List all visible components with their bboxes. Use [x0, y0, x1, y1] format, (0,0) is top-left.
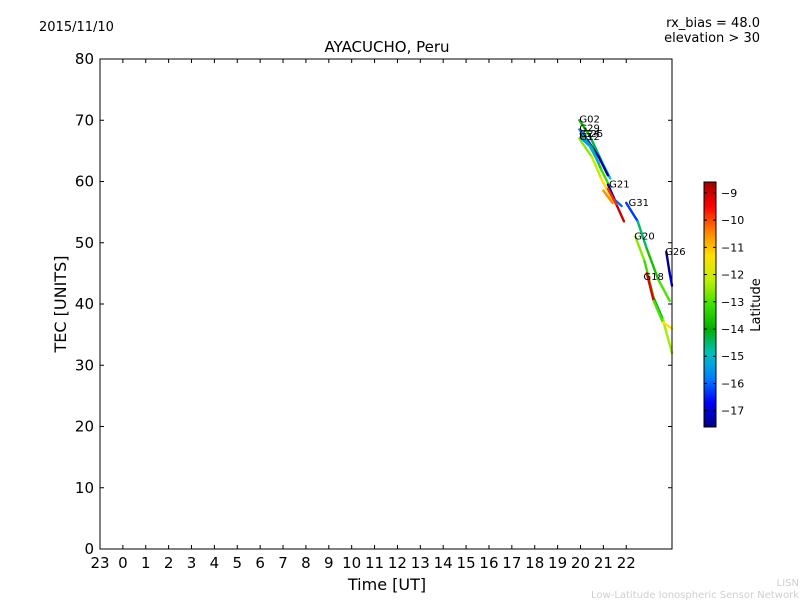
trace-g18	[652, 299, 665, 324]
trace-label-g29: G29	[579, 123, 599, 134]
x-tick-label: 20	[571, 554, 590, 572]
x-tick-label: 12	[388, 554, 407, 572]
trace-g29	[597, 155, 610, 177]
x-tick-label: 13	[411, 554, 430, 572]
trace-label-g31: G31	[629, 198, 649, 209]
y-tick-label: 10	[75, 479, 94, 497]
x-tick-label: 22	[617, 554, 636, 572]
trace-label-g26: G26	[665, 247, 685, 258]
colorbar-tick-label: −11	[721, 241, 744, 254]
trace-label-g21: G21	[609, 180, 629, 191]
x-tick-label: 0	[118, 554, 128, 572]
trace-g21	[606, 187, 619, 208]
trace-g21	[613, 198, 623, 208]
trace-g18	[661, 321, 674, 330]
x-tick-label: 8	[301, 554, 311, 572]
x-tick-label: 16	[479, 554, 498, 572]
y-tick-label: 80	[75, 50, 94, 68]
x-tick-label: 17	[502, 554, 521, 572]
colorbar-tick-label: −10	[721, 214, 744, 227]
y-tick-label: 60	[75, 173, 94, 191]
x-tick-label: 5	[233, 554, 243, 572]
trace-g21	[602, 189, 614, 205]
trace-g31	[657, 278, 671, 303]
colorbar-tick-label: −15	[721, 350, 744, 363]
trace-label-g18: G18	[643, 272, 663, 283]
x-tick-label: 23	[90, 554, 109, 572]
x-tick-label: 3	[187, 554, 197, 572]
colorbar-tick-label: −13	[721, 296, 744, 309]
x-tick-label: 7	[278, 554, 288, 572]
x-tick-label: 9	[324, 554, 334, 572]
trace-g21	[615, 204, 626, 223]
trace-label-g24: G24	[579, 129, 599, 140]
x-tick-label: 18	[525, 554, 544, 572]
x-axis-label: Time [UT]	[347, 575, 426, 594]
chart-title: AYACUCHO, Peru	[324, 38, 449, 56]
y-axis: 0 10 20 30 40 50 60 70 80	[75, 50, 672, 558]
x-tick-label: 21	[594, 554, 613, 572]
colorbar-tick-label: −17	[721, 405, 744, 418]
colorbar-tick-label: −14	[721, 323, 744, 336]
y-tick-label: 70	[75, 111, 94, 129]
colorbar-tick-label: −12	[721, 269, 744, 282]
rx-bias-label: rx_bias = 48.0	[666, 16, 760, 31]
trace-g31	[636, 220, 649, 251]
colorbar-label: Latitude	[749, 278, 764, 332]
date-label: 2015/11/10	[39, 20, 114, 35]
x-tick-label: 4	[210, 554, 220, 572]
trace-g20	[634, 235, 646, 263]
y-tick-label: 0	[84, 540, 94, 558]
trace-label-g12: G12	[579, 132, 599, 143]
trace-g18	[645, 272, 655, 303]
x-tick-label: 6	[255, 554, 265, 572]
footer-network: Low-Latitude Ionospheric Sensor Network	[591, 590, 799, 600]
x-tick-label: 14	[434, 554, 453, 572]
trace-g20	[661, 318, 674, 355]
trace-g25	[590, 155, 603, 180]
colorbar	[703, 181, 717, 428]
trace-g12	[588, 144, 600, 165]
y-tick-label: 20	[75, 418, 94, 436]
x-tick-label: 19	[548, 554, 567, 572]
y-tick-label: 50	[75, 234, 94, 252]
y-axis-label: TEC [UNITS]	[51, 256, 70, 354]
x-tick-label: 10	[342, 554, 361, 572]
colorbar-ticks: −9 −10 −11 −12 −13 −14 −15 −16 −17	[704, 187, 744, 418]
footer-lisn: LISN	[777, 578, 799, 589]
trace-layer	[578, 119, 674, 355]
x-axis: 23 0 1 2 3 4 5 6 7 8 9 10 11 12 13 14 15 16 17 18 19 20 21 22	[90, 59, 636, 572]
trace-g25	[578, 137, 594, 159]
trace-g31	[645, 247, 660, 281]
trace-g29	[578, 128, 589, 142]
colorbar-tick-label: −16	[721, 377, 744, 390]
trace-g31	[625, 201, 639, 223]
elevation-label: elevation > 30	[664, 31, 760, 46]
trace-g26	[665, 250, 671, 275]
trace-g20	[652, 296, 665, 321]
trace-g02	[578, 119, 591, 137]
y-tick-label: 40	[75, 295, 94, 313]
x-tick-label: 2	[164, 554, 174, 572]
trace-label-g20: G20	[634, 232, 654, 243]
trace-label-g02: G02	[579, 115, 599, 126]
trace-label-g25: G25	[583, 129, 603, 140]
colorbar-tick-label: −9	[721, 187, 737, 200]
trace-g12	[579, 136, 591, 148]
x-tick-label: 15	[457, 554, 476, 572]
x-tick-label: 11	[365, 554, 384, 572]
x-tick-label: 1	[141, 554, 151, 572]
y-tick-label: 30	[75, 356, 94, 374]
